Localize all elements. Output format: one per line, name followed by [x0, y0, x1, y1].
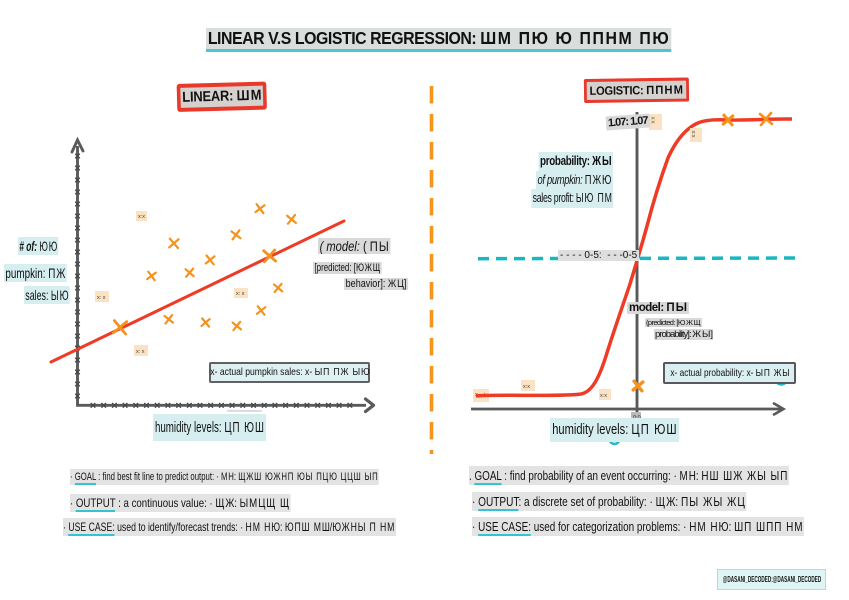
svg-text:x:x: x:x: [650, 117, 656, 124]
svg-text:x: x: x: x: [136, 349, 145, 355]
svg-text:x:x: x:x: [690, 131, 696, 138]
svg-text:x:x: x:x: [523, 384, 530, 390]
svg-text:x:x: x:x: [138, 214, 145, 220]
svg-text:x: x: x: x: [236, 291, 245, 297]
svg-text:x:x: x:x: [600, 393, 607, 399]
svg-text:x: x: x: x: [97, 295, 106, 301]
